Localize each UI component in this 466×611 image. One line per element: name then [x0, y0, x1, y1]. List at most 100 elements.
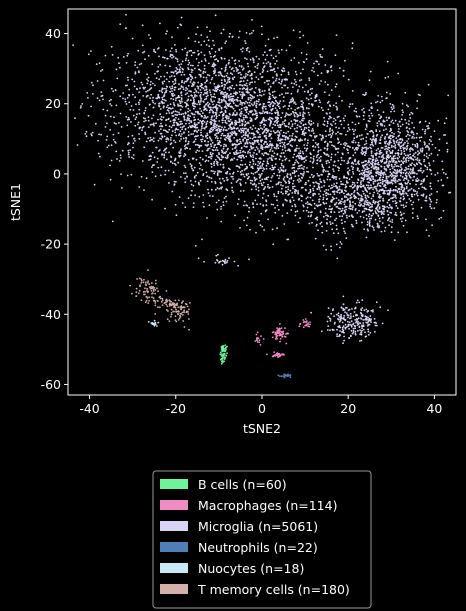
data-point — [395, 162, 398, 164]
data-point — [277, 49, 280, 52]
data-point — [316, 188, 319, 191]
data-point — [320, 80, 322, 82]
data-point — [347, 160, 350, 163]
data-point — [237, 36, 240, 39]
data-point — [203, 98, 206, 101]
data-point — [165, 138, 168, 141]
data-point — [376, 209, 379, 212]
data-point — [167, 117, 170, 120]
data-point — [395, 202, 397, 205]
data-point — [392, 107, 395, 109]
data-point — [343, 159, 346, 162]
data-point — [231, 95, 234, 98]
data-point — [351, 147, 354, 149]
data-point — [351, 103, 354, 105]
data-point — [337, 151, 339, 154]
data-point — [252, 134, 255, 136]
data-point — [282, 96, 285, 98]
data-point — [229, 168, 231, 171]
data-point — [378, 178, 381, 181]
data-point — [282, 152, 285, 154]
data-point — [144, 86, 147, 89]
data-point — [280, 129, 282, 132]
data-point — [348, 169, 351, 172]
data-point — [259, 103, 262, 105]
data-point — [250, 94, 253, 97]
data-point — [263, 229, 265, 231]
data-point — [262, 154, 265, 157]
data-point — [159, 132, 162, 135]
data-point — [394, 195, 397, 198]
data-point — [334, 203, 336, 206]
data-point — [158, 130, 160, 132]
data-point — [369, 70, 372, 73]
data-point — [269, 124, 271, 127]
data-point — [356, 330, 359, 332]
data-point — [276, 204, 279, 207]
data-point — [225, 145, 228, 148]
data-point — [157, 95, 160, 97]
data-point — [115, 150, 118, 153]
data-point — [327, 325, 330, 327]
data-point — [163, 92, 166, 94]
data-point — [157, 166, 160, 169]
data-point — [110, 144, 113, 147]
series-microglia — [72, 13, 452, 345]
data-point — [370, 321, 372, 323]
data-point — [206, 36, 209, 38]
data-point — [309, 191, 312, 194]
data-point — [280, 83, 282, 85]
data-point — [205, 171, 208, 174]
data-point — [265, 167, 268, 170]
data-point — [233, 157, 236, 160]
data-point — [193, 98, 195, 101]
data-point — [197, 118, 200, 121]
data-point — [329, 187, 332, 190]
data-point — [227, 117, 230, 120]
data-point — [176, 68, 179, 71]
data-point — [298, 152, 300, 155]
data-point — [215, 117, 218, 120]
data-point — [172, 171, 175, 174]
data-point — [292, 99, 295, 102]
data-point — [447, 94, 450, 97]
data-point — [251, 132, 254, 135]
data-point — [345, 185, 348, 188]
data-point — [161, 98, 164, 101]
data-point — [293, 127, 296, 130]
data-point — [252, 154, 254, 157]
data-point — [287, 180, 290, 183]
data-point — [381, 124, 384, 127]
data-point — [438, 149, 441, 152]
data-point — [348, 158, 351, 160]
data-point — [365, 142, 368, 145]
data-point — [376, 183, 379, 186]
data-point — [153, 124, 155, 127]
data-point — [278, 208, 280, 211]
data-point — [304, 188, 307, 191]
data-point — [80, 105, 82, 107]
data-point — [350, 315, 352, 317]
data-point — [147, 54, 150, 57]
data-point — [416, 163, 419, 166]
data-point — [240, 107, 243, 110]
data-point — [176, 58, 179, 61]
data-point — [241, 123, 244, 125]
data-point — [252, 173, 255, 175]
data-point — [396, 152, 399, 155]
data-point — [199, 75, 202, 78]
data-point — [170, 126, 173, 129]
data-point — [225, 176, 228, 179]
data-point — [368, 157, 370, 160]
data-point — [365, 214, 368, 217]
data-point — [377, 161, 380, 164]
data-point — [203, 127, 206, 129]
data-point — [403, 206, 405, 209]
data-point — [343, 230, 346, 233]
data-point — [389, 171, 392, 174]
data-point — [212, 89, 215, 91]
data-point — [302, 108, 305, 111]
data-point — [319, 155, 322, 158]
data-point — [379, 117, 381, 120]
